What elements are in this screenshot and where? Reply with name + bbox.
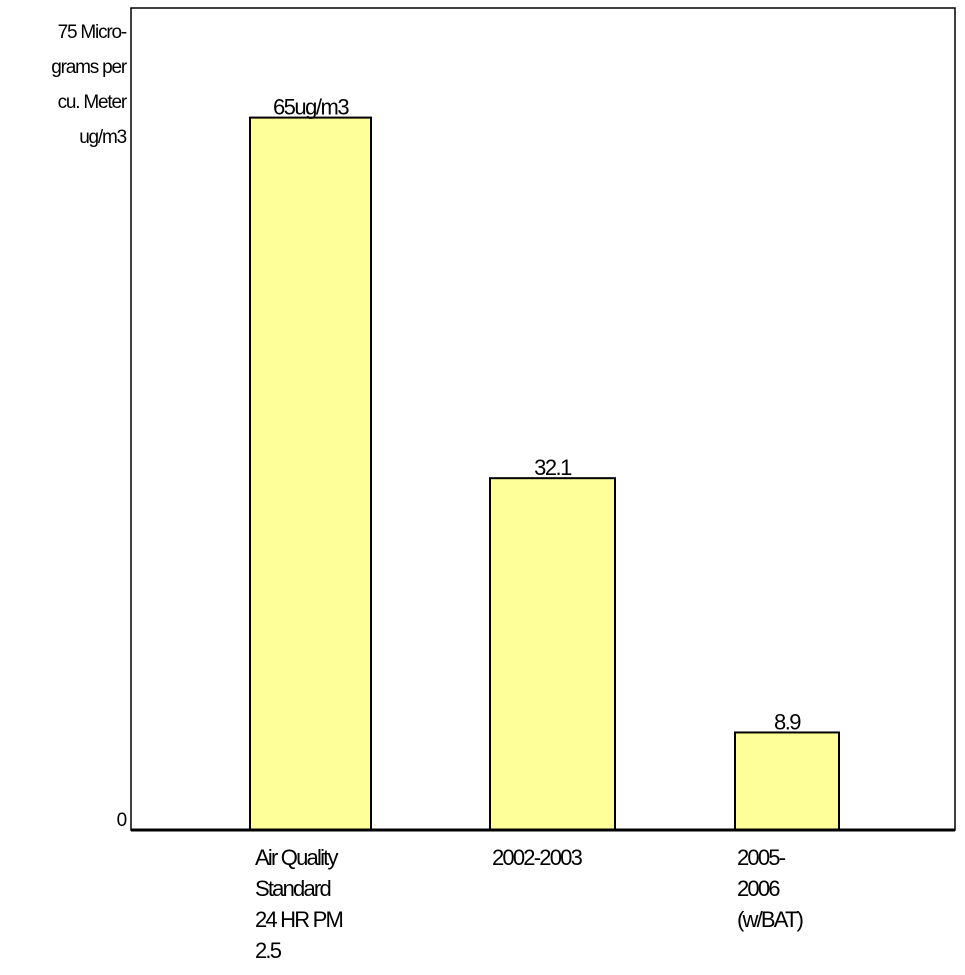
- y-axis-label: grams per: [51, 57, 128, 78]
- bar: [734, 731, 840, 831]
- x-tick-label: Standard: [255, 876, 330, 901]
- x-tick-label: 2.5: [255, 938, 282, 963]
- x-tick-label: 2002-2003: [492, 845, 583, 870]
- x-tick-label: 2006: [737, 876, 780, 901]
- x-tick-label: 24 HR PM: [255, 907, 343, 932]
- bar-value-label: 8.9: [774, 709, 801, 734]
- bar: [249, 116, 372, 832]
- y-axis-label: 75 Micro-: [58, 22, 127, 43]
- x-tick-label: 2005-: [737, 845, 786, 870]
- y-tick-label-zero: 0: [117, 810, 127, 831]
- x-tick-label: Air Quality: [255, 845, 338, 870]
- x-tick-label: (w/BAT): [737, 907, 803, 932]
- y-axis-label: ug/m3: [79, 127, 126, 148]
- y-axis-label: cu. Meter: [58, 92, 128, 113]
- bar-value-label: 32.1: [534, 455, 572, 480]
- bar-value-label: 65ug/m3: [273, 95, 349, 120]
- bar: [489, 477, 616, 831]
